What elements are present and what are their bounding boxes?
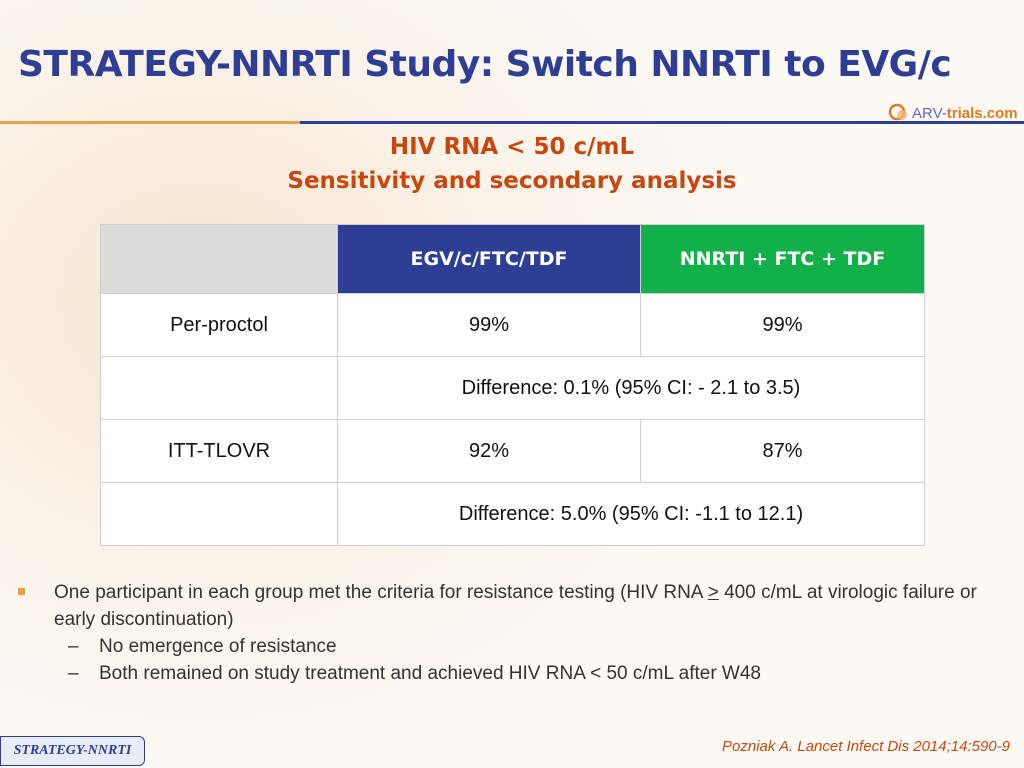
- citation: Pozniak A. Lancet Infect Dis 2014;14:590…: [722, 738, 1010, 755]
- row-label: [100, 356, 338, 420]
- table-header-nnrti: NNRTI + FTC + TDF: [640, 224, 925, 294]
- bullet-symbol: >: [707, 582, 719, 603]
- cell-egv: 99%: [337, 293, 641, 357]
- subtitle-line2-text: Sensitivity and secondary analysis: [287, 168, 737, 194]
- table-header-egv: EGV/c/FTC/TDF: [337, 224, 641, 294]
- cell-nnrti: 87%: [640, 419, 925, 483]
- row-label: ITT-TLOVR: [100, 419, 338, 483]
- arv-logo-icon: [888, 102, 910, 124]
- square-bullet-icon: [18, 588, 25, 595]
- slide-title: STRATEGY-NNRTI Study: Switch NNRTI to EV…: [18, 44, 952, 85]
- table-row: ITT-TLOVR 92% 87%: [100, 419, 925, 483]
- difference-cell: Difference: 5.0% (95% CI: -1.1 to 12.1): [337, 482, 925, 546]
- subtitle-line1-text: HIV RNA < 50 c/mL: [389, 134, 635, 160]
- logo-suffix: trials.com: [946, 104, 1018, 122]
- dash-bullet: –: [68, 636, 79, 657]
- row-label: [100, 482, 338, 546]
- table-row: Per-proctol 99% 99%: [100, 293, 925, 357]
- title-divider-accent: [0, 121, 300, 124]
- table-header-blank: [100, 224, 338, 294]
- row-label: Per-proctol: [100, 293, 338, 357]
- table-row: Difference: 5.0% (95% CI: -1.1 to 12.1): [100, 482, 925, 546]
- bullet-list: One participant in each group met the cr…: [18, 579, 1008, 687]
- table-row: Difference: 0.1% (95% CI: - 2.1 to 3.5): [100, 356, 925, 420]
- difference-cell: Difference: 0.1% (95% CI: - 2.1 to 3.5): [337, 356, 925, 420]
- logo-prefix: ARV-: [912, 104, 947, 122]
- sub-bullet-text: Both remained on study treatment and ach…: [99, 663, 762, 684]
- sub-bullet-item: – Both remained on study treatment and a…: [18, 660, 1008, 687]
- results-table: EGV/c/FTC/TDF NNRTI + FTC + TDF Per-proc…: [100, 224, 925, 546]
- bullet-text-post: 400 c/mL at virologic failure or early d…: [54, 582, 977, 630]
- study-tag: STRATEGY-NNRTI: [0, 736, 145, 766]
- dash-bullet: –: [68, 663, 79, 684]
- bullet-item: One participant in each group met the cr…: [18, 579, 1008, 633]
- bullet-text-pre: One participant in each group met the cr…: [54, 582, 708, 603]
- sub-bullet-item: – No emergence of resistance: [18, 633, 1008, 660]
- arv-trials-logo: ARV-trials.com: [888, 100, 1018, 126]
- table-header-row: EGV/c/FTC/TDF NNRTI + FTC + TDF: [100, 224, 925, 294]
- sub-bullet-text: No emergence of resistance: [99, 636, 337, 657]
- cell-egv: 92%: [337, 419, 641, 483]
- cell-nnrti: 99%: [640, 293, 925, 357]
- subtitle-line1: HIV RNA < 50 c/mL: [0, 134, 1024, 160]
- subtitle-line2: Sensitivity and secondary analysis: [0, 168, 1024, 194]
- title-divider: [0, 121, 1024, 124]
